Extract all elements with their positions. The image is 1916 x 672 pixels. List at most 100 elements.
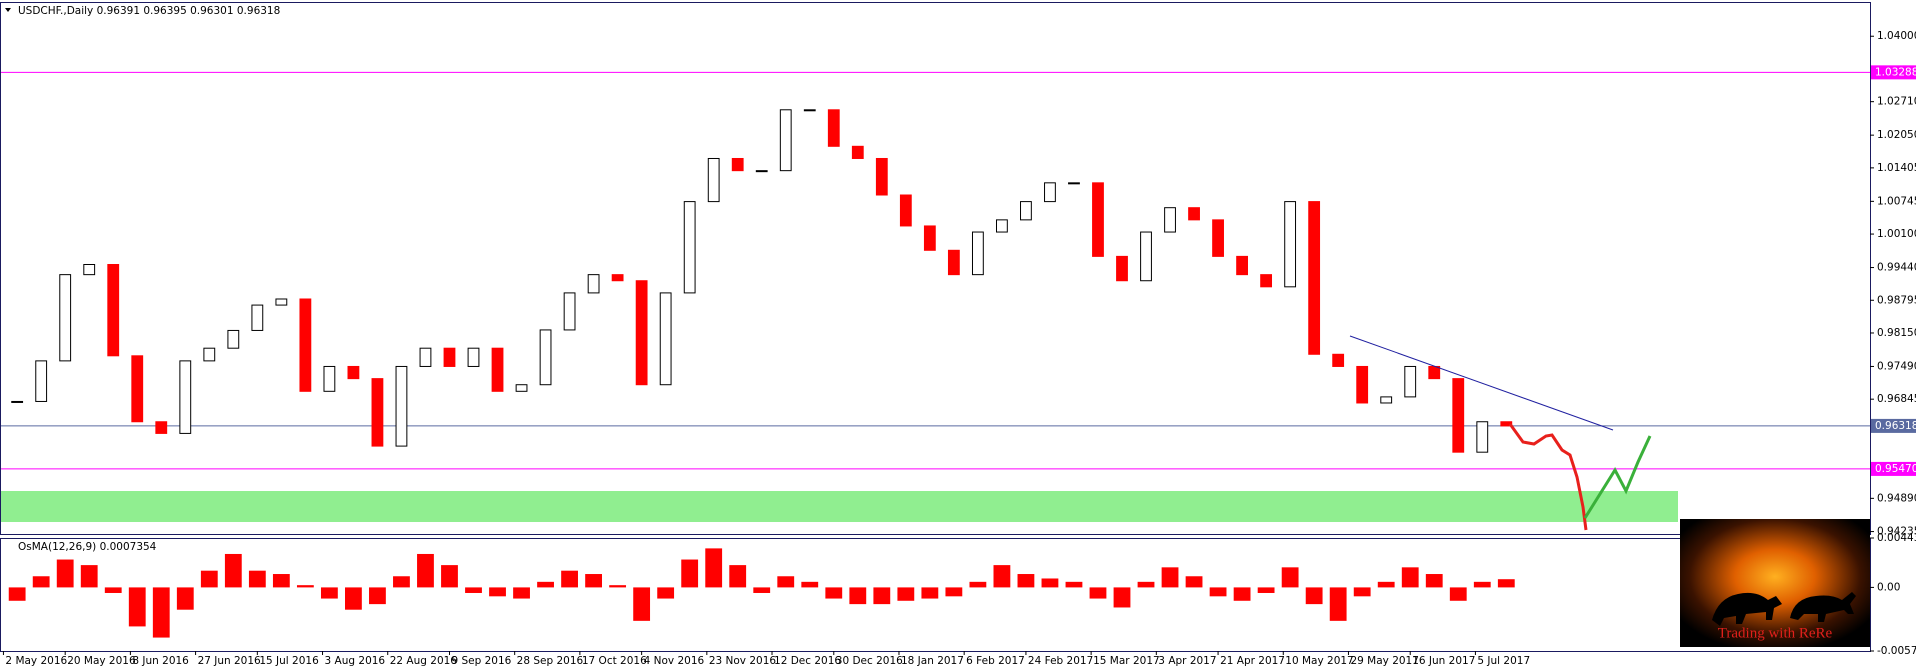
y-tick-label: -0.005705 <box>1877 645 1916 657</box>
candle <box>35 360 48 402</box>
osma-bar <box>1401 567 1419 588</box>
osma-bar <box>1017 574 1035 588</box>
candle <box>107 264 120 357</box>
osma-bar <box>1233 587 1251 601</box>
osma-bar <box>849 587 867 605</box>
candle <box>1212 219 1224 257</box>
candle <box>179 360 192 434</box>
osma-bar <box>1377 581 1395 588</box>
candle <box>227 329 240 349</box>
x-tick-label: 17 Oct 2016 <box>582 655 647 667</box>
candle <box>1068 182 1080 185</box>
x-tick-label: 15 Mar 2017 <box>1093 655 1160 667</box>
candle <box>443 347 456 367</box>
trend-line <box>1349 335 1614 431</box>
osma-bar <box>1305 587 1323 605</box>
candle <box>996 219 1008 233</box>
marks <box>0 71 1870 638</box>
candle <box>275 298 288 306</box>
x-tick-label: 15 Jul 2016 <box>259 655 319 667</box>
candle <box>1404 365 1417 398</box>
osma-bar <box>296 585 314 588</box>
price-level-box <box>1871 461 1916 476</box>
x-tick-label: 3 Apr 2017 <box>1158 655 1216 667</box>
title-arrow <box>5 8 11 12</box>
x-tick-label: 16 Jun 2017 <box>1412 655 1475 667</box>
osma-bar <box>873 587 891 605</box>
osma-bar <box>224 553 242 588</box>
candle <box>131 355 144 423</box>
osma-bar <box>441 565 458 588</box>
osma-bar <box>1209 587 1227 597</box>
osma-bar <box>753 587 771 593</box>
osma-bar <box>1449 587 1467 601</box>
candle <box>1476 421 1489 453</box>
forecast-up <box>1583 435 1652 519</box>
osma-bar <box>248 570 266 588</box>
x-tick-label: 4 Nov 2016 <box>644 655 705 667</box>
candle <box>779 109 792 172</box>
y-tick-label: 1.02050 <box>1877 129 1916 141</box>
osma-bar <box>729 565 747 588</box>
candle <box>1164 207 1176 233</box>
y-tick-label: 0.96845 <box>1877 393 1916 405</box>
x-tick-label: 30 Dec 2016 <box>836 655 903 667</box>
x-tick-label: 2 May 2016 <box>5 655 67 667</box>
osma-bar <box>609 585 627 588</box>
bear-icon <box>1712 592 1782 626</box>
price-level-label: 0.96318 <box>1875 420 1916 432</box>
osma-bar <box>513 587 530 599</box>
x-tick-label: 27 Jun 2016 <box>198 655 261 667</box>
candle <box>563 292 576 331</box>
osma-bar <box>945 587 963 597</box>
y-tick-label: 1.02710 <box>1877 96 1916 108</box>
osma-bar <box>921 587 939 599</box>
osma-bar <box>489 587 506 597</box>
osma-bar <box>993 565 1011 588</box>
y-tick-label: 0.004432 <box>1877 532 1916 544</box>
osma-bar <box>32 576 50 588</box>
x-tick-label: 18 Jan 2017 <box>901 655 964 667</box>
candle <box>1188 207 1200 221</box>
osma-bar <box>1089 587 1107 599</box>
price-level-label: 0.95470 <box>1875 463 1916 475</box>
osma-bar <box>1473 581 1491 588</box>
osma-bar <box>200 570 218 588</box>
osma-bar <box>1113 587 1131 608</box>
osma-bar <box>1353 587 1371 597</box>
osma-bar <box>176 587 194 610</box>
candle <box>203 347 216 362</box>
y-tick-label: 0.94235 <box>1877 526 1916 538</box>
candle <box>59 274 72 362</box>
candle <box>851 145 864 159</box>
candle <box>1428 365 1441 380</box>
candle <box>587 274 600 294</box>
osma-bar <box>1041 578 1059 588</box>
osma-bar <box>1185 576 1203 588</box>
candle <box>875 157 888 196</box>
candle <box>803 109 816 112</box>
x-tick-label: 9 Sep 2016 <box>451 655 511 667</box>
osma-bar <box>777 576 795 588</box>
candle <box>371 378 384 447</box>
osma-bar <box>1329 587 1347 621</box>
osma-bar <box>128 587 146 627</box>
osma-bar <box>801 581 819 588</box>
candle <box>347 365 360 380</box>
candle <box>1356 365 1369 404</box>
osma-bar <box>681 559 699 588</box>
candle <box>971 231 984 276</box>
candle <box>395 365 408 447</box>
osma-bar <box>417 553 434 588</box>
candle <box>419 347 432 367</box>
osma-bar <box>320 587 338 599</box>
price-level-box <box>1871 418 1916 433</box>
osma-bar <box>272 574 290 588</box>
osma-bar <box>585 574 603 588</box>
candle <box>323 365 336 392</box>
